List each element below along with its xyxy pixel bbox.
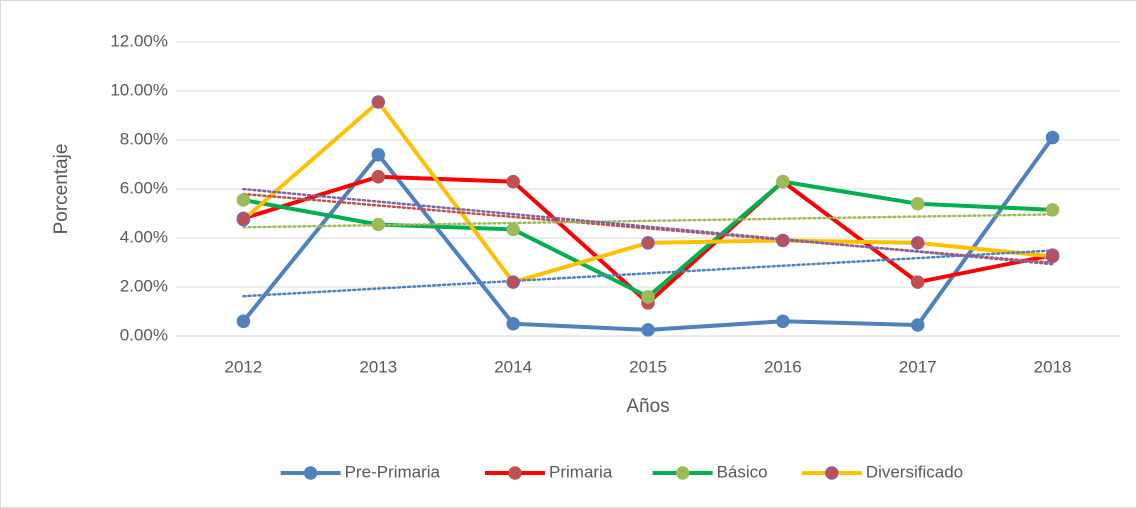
data-point	[910, 275, 925, 289]
legend-marker	[508, 466, 522, 480]
x-tick-label: 2017	[899, 357, 937, 376]
legend-marker	[675, 466, 690, 480]
legend-marker	[825, 466, 839, 480]
data-point	[506, 317, 520, 331]
data-point	[1045, 130, 1060, 145]
x-tick-label: 2016	[764, 357, 802, 376]
data-point	[776, 174, 790, 189]
data-point	[641, 323, 655, 337]
trend-line	[242, 187, 1054, 266]
data-point	[236, 193, 251, 207]
legend-label: Básico	[717, 462, 768, 481]
x-tick-label: 2018	[1034, 357, 1072, 376]
x-tick-label: 2015	[629, 357, 667, 376]
data-point	[910, 196, 925, 211]
data-point	[371, 95, 386, 109]
data-point	[236, 314, 251, 329]
data-point	[1045, 249, 1060, 264]
data-point	[641, 236, 655, 250]
y-tick-label: 4.00%	[120, 227, 168, 246]
legend-label: Pre-Primaria	[345, 462, 441, 481]
x-tick-label: 2014	[494, 357, 532, 376]
y-axis-title: Porcentaje	[51, 144, 72, 235]
data-point	[371, 170, 386, 184]
y-tick-label: 12.00%	[110, 31, 168, 50]
data-point	[236, 212, 251, 227]
data-point	[910, 236, 925, 250]
data-point	[776, 233, 790, 248]
x-tick-label: 2012	[225, 357, 263, 376]
legend-label: Diversificado	[866, 462, 963, 481]
legend-label: Primaria	[549, 462, 613, 481]
data-point	[910, 318, 925, 332]
data-point	[506, 222, 520, 237]
y-tick-label: 2.00%	[120, 276, 168, 295]
data-point	[506, 174, 520, 189]
legend-marker	[303, 466, 318, 480]
y-tick-label: 6.00%	[120, 178, 168, 197]
data-point	[506, 275, 520, 289]
data-point	[371, 217, 386, 232]
x-tick-label: 2013	[359, 357, 397, 376]
data-point	[1045, 203, 1060, 217]
x-axis-title: Años	[626, 396, 669, 417]
data-point	[776, 314, 790, 329]
data-point	[371, 147, 386, 162]
trend-line	[242, 249, 1054, 298]
y-tick-label: 0.00%	[120, 325, 168, 344]
data-point	[641, 290, 655, 304]
y-tick-label: 8.00%	[120, 129, 168, 148]
y-tick-label: 10.00%	[110, 80, 168, 99]
